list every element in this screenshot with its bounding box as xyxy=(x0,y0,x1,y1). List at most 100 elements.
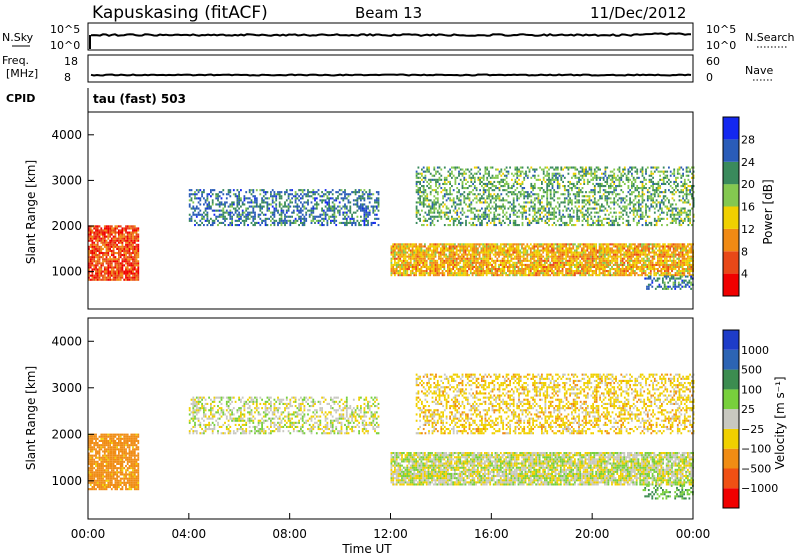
heatmap-cell-0 xyxy=(540,255,543,258)
heatmap-cell-3 xyxy=(488,189,490,192)
heatmap-cell-0 xyxy=(600,259,603,262)
heatmap-cell-3 xyxy=(458,170,460,173)
heatmap-cell-0 xyxy=(664,272,666,275)
heatmap-cell-0 xyxy=(399,247,402,250)
heatmap-cell-0 xyxy=(409,243,412,246)
heatmap-cell-3 xyxy=(532,193,534,196)
heatmap-cell-0 xyxy=(552,243,555,246)
heatmap-cell-2 xyxy=(213,219,216,222)
heatmap-cell-0 xyxy=(533,255,536,258)
heatmap-cell-0 xyxy=(621,261,624,264)
heatmap-cell-0 xyxy=(441,247,444,250)
heatmap-cell-0 xyxy=(630,272,633,275)
heatmap-cell-0 xyxy=(665,263,668,266)
heatmap-cell-0 xyxy=(537,272,539,275)
heatmap-cell-0 xyxy=(649,247,652,250)
heatmap-cell-1 xyxy=(107,272,110,275)
heatmap-cell-2 xyxy=(370,205,373,208)
heatmap-cell-0 xyxy=(646,265,649,268)
heatmap-cell-0 xyxy=(462,253,465,256)
heatmap-cell-2 xyxy=(194,207,196,210)
heatmap-cell-1 xyxy=(105,270,108,273)
heatmap-cell-3 xyxy=(486,205,489,208)
heatmap-cell-0 xyxy=(602,259,605,262)
heatmap-cell-0 xyxy=(529,268,532,271)
heatmap-cell-3 xyxy=(502,219,504,222)
heatmap-cell-0 xyxy=(658,259,661,262)
heatmap-cell-0 xyxy=(690,257,693,260)
heatmap-cell-1 xyxy=(119,239,122,242)
heatmap-cell-3 xyxy=(489,187,492,190)
heatmap-cell-2 xyxy=(215,203,218,206)
heatmap-cell-0 xyxy=(607,251,610,254)
heatmap-cell-0 xyxy=(554,268,557,271)
heatmap-cell-1 xyxy=(102,252,104,255)
heatmap-cell-0 xyxy=(447,263,449,266)
heatmap-cell-0 xyxy=(690,247,693,250)
heatmap-cell-0 xyxy=(628,251,631,254)
heatmap-cell-0 xyxy=(464,259,467,262)
heatmap-cell-3 xyxy=(454,217,457,220)
heatmap-cell-0 xyxy=(454,272,456,275)
heatmap-cell-0 xyxy=(582,272,585,275)
heatmap-cell-0 xyxy=(621,268,624,271)
heatmap-cell-1 xyxy=(130,270,133,273)
heatmap-cell-0 xyxy=(598,253,601,256)
heatmap-cell-0 xyxy=(683,259,686,262)
heatmap-cell-0 xyxy=(528,270,530,273)
heatmap-cell-0 xyxy=(538,261,541,264)
heatmap-cell-1 xyxy=(93,258,96,261)
heatmap-cell-0 xyxy=(438,255,440,258)
heatmap-cell-0 xyxy=(570,272,573,275)
heatmap-cell-2 xyxy=(291,197,293,200)
heatmap-cell-0 xyxy=(657,249,659,252)
heatmap-cell-0 xyxy=(582,265,585,268)
heatmap-cell-0 xyxy=(568,274,571,277)
heatmap-cell-0 xyxy=(623,268,626,271)
heatmap-cell-3 xyxy=(417,189,420,192)
heatmap-cell-0 xyxy=(395,243,398,246)
heatmap-cell-1 xyxy=(107,262,110,265)
heatmap-cell-0 xyxy=(425,259,428,262)
heatmap-cell-2 xyxy=(330,221,332,224)
heatmap-cell-2 xyxy=(289,205,292,208)
heatmap-cell-0 xyxy=(579,270,582,273)
heatmap-cell-0 xyxy=(494,249,497,252)
heatmap-cell-3 xyxy=(419,203,421,206)
heatmap-cell-0 xyxy=(621,265,624,268)
heatmap-cell-0 xyxy=(559,263,562,266)
heatmap-cell-1 xyxy=(128,264,131,267)
heatmap-cell-3 xyxy=(451,193,453,196)
heatmap-cell-2 xyxy=(301,195,304,198)
heatmap-cell-1 xyxy=(88,239,90,242)
heatmap-cell-1 xyxy=(125,272,127,275)
heatmap-cell-3 xyxy=(422,199,425,202)
heatmap-cell-0 xyxy=(549,263,552,266)
heatmap-cell-1 xyxy=(132,262,134,265)
heatmap-cell-0 xyxy=(595,265,597,268)
heatmap-cell-0 xyxy=(602,251,605,254)
heatmap-cell-0 xyxy=(529,263,532,266)
heatmap-cell-3 xyxy=(422,187,425,190)
heatmap-cell-3 xyxy=(532,209,534,212)
heatmap-cell-0 xyxy=(401,253,403,256)
heatmap-cell-1 xyxy=(130,256,133,259)
heatmap-cell-3 xyxy=(551,172,554,175)
heatmap-cell-0 xyxy=(657,243,659,246)
heatmap-cell-0 xyxy=(681,270,684,273)
heatmap-cell-3 xyxy=(424,217,427,220)
heatmap-cell-2 xyxy=(255,221,258,224)
heatmap-cell-3 xyxy=(451,172,453,175)
heatmap-cell-0 xyxy=(602,263,605,266)
heatmap-cell-0 xyxy=(462,249,465,252)
heatmap-cell-3 xyxy=(484,185,487,188)
heatmap-cell-0 xyxy=(552,270,555,273)
heatmap-cell-3 xyxy=(422,189,425,192)
heatmap-cell-3 xyxy=(523,178,526,181)
heatmap-cell-2 xyxy=(360,205,362,208)
heatmap-cell-3 xyxy=(440,209,443,212)
heatmap-cell-0 xyxy=(438,245,440,248)
heatmap-cell-0 xyxy=(558,243,560,246)
heatmap-cell-3 xyxy=(438,207,441,210)
heatmap-cell-0 xyxy=(549,265,552,268)
